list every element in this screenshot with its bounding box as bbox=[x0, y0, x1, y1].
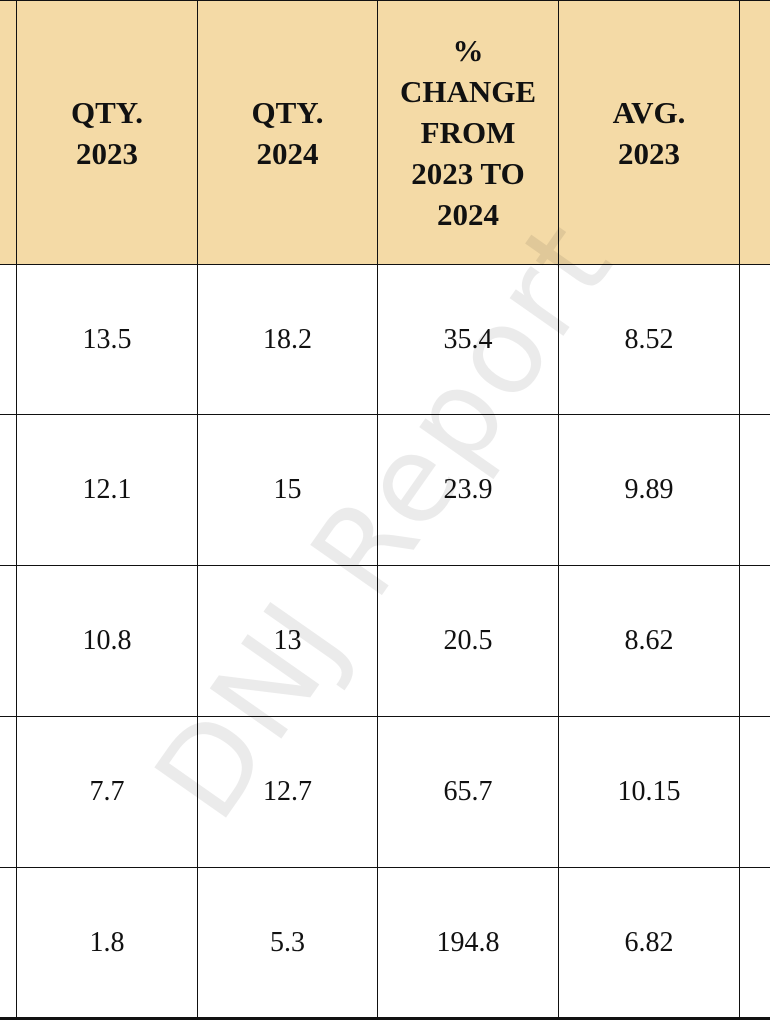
cell: 15 bbox=[198, 415, 380, 568]
cell: 12.7 bbox=[198, 717, 380, 870]
cell bbox=[740, 265, 770, 417]
header-line: QTY. bbox=[251, 94, 324, 130]
cell: 9.89 bbox=[559, 415, 742, 568]
cell: 13.5 bbox=[17, 265, 200, 417]
cell: 7.7 bbox=[17, 717, 200, 870]
cell: 12.1 bbox=[17, 415, 200, 568]
header-line: 2023 bbox=[76, 135, 138, 171]
cell: 8.52 bbox=[559, 265, 742, 417]
cell: 1.8 bbox=[17, 868, 200, 1020]
header-line: % bbox=[452, 33, 484, 68]
cell bbox=[740, 566, 770, 719]
cell: 35.4 bbox=[378, 265, 561, 417]
header-line: QTY. bbox=[70, 94, 144, 130]
cell: 18.2 bbox=[198, 265, 380, 417]
header-line: 2023 TO bbox=[411, 156, 525, 191]
header-line: FROM bbox=[420, 115, 516, 150]
cell bbox=[740, 415, 770, 568]
cell: 23.9 bbox=[378, 415, 561, 568]
cell: 65.7 bbox=[378, 717, 561, 870]
cell: 10.15 bbox=[559, 717, 742, 870]
header-cell: % CHANGE FROM 2023 TO 2024 bbox=[378, 1, 561, 267]
cell bbox=[740, 868, 770, 1020]
header-line: 2024 bbox=[256, 135, 319, 171]
cell: 20.5 bbox=[378, 566, 561, 719]
header-cell: QTY. 2024 bbox=[198, 1, 380, 267]
header-cell bbox=[740, 1, 770, 267]
header-cell: AVG. 2023 bbox=[559, 1, 742, 267]
cell: 10.8 bbox=[17, 566, 200, 719]
cell: 194.8 bbox=[378, 868, 561, 1020]
cell: 5.3 bbox=[198, 868, 380, 1020]
header-line: CHANGE bbox=[399, 74, 537, 109]
cell: 8.62 bbox=[559, 566, 742, 719]
cell: 6.82 bbox=[559, 868, 742, 1020]
header-cell: QTY. 2023 bbox=[17, 1, 200, 267]
cell bbox=[740, 717, 770, 870]
header-line: 2023 bbox=[618, 135, 680, 171]
header-line: AVG. bbox=[612, 94, 686, 130]
header-line: 2024 bbox=[437, 197, 499, 232]
cell: 13 bbox=[198, 566, 380, 719]
